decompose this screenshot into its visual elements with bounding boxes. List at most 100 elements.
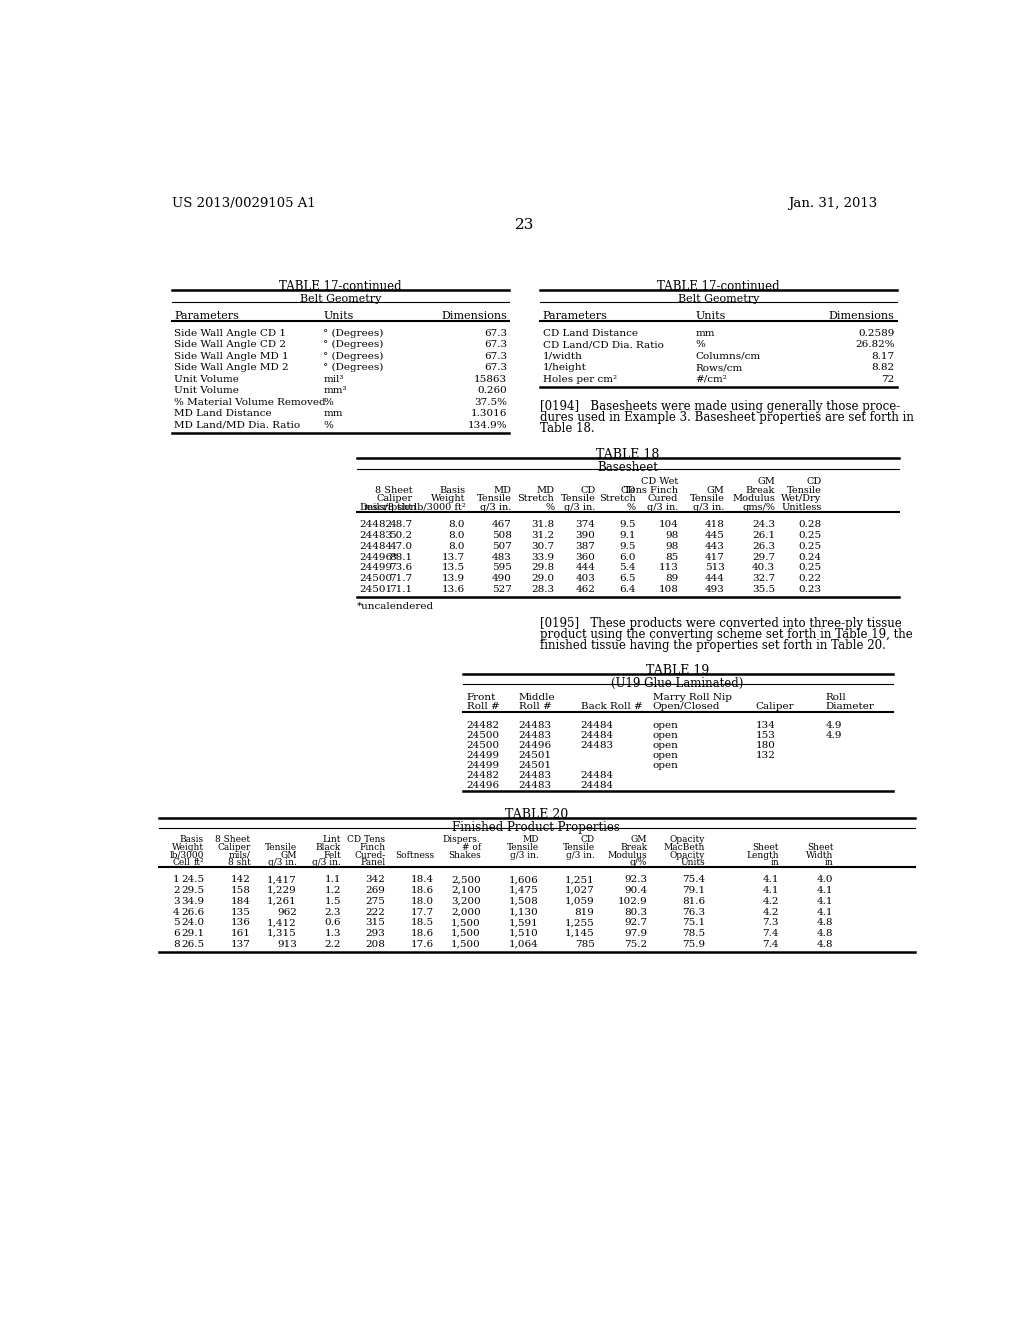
Text: Side Wall Angle MD 1: Side Wall Angle MD 1 bbox=[174, 351, 289, 360]
Text: 108: 108 bbox=[658, 585, 678, 594]
Text: 9.1: 9.1 bbox=[620, 531, 636, 540]
Text: 32.7: 32.7 bbox=[752, 574, 775, 583]
Text: Modulus: Modulus bbox=[607, 850, 647, 859]
Text: Basis: Basis bbox=[180, 836, 204, 845]
Text: 28.3: 28.3 bbox=[531, 585, 554, 594]
Text: 417: 417 bbox=[705, 553, 725, 561]
Text: 24496: 24496 bbox=[467, 780, 500, 789]
Text: dures used in Example 3. Basesheet properties are set forth in: dures used in Example 3. Basesheet prope… bbox=[541, 411, 914, 424]
Text: Columns/cm: Columns/cm bbox=[695, 351, 761, 360]
Text: 153: 153 bbox=[756, 730, 775, 739]
Text: 1,130: 1,130 bbox=[509, 908, 539, 916]
Text: 4.9: 4.9 bbox=[825, 721, 842, 730]
Text: 342: 342 bbox=[366, 875, 385, 884]
Text: ° (Degrees): ° (Degrees) bbox=[324, 329, 384, 338]
Text: 507: 507 bbox=[492, 543, 512, 550]
Text: 4.0: 4.0 bbox=[817, 875, 834, 884]
Text: 18.5: 18.5 bbox=[411, 919, 434, 928]
Text: in: in bbox=[770, 858, 779, 867]
Text: 7.3: 7.3 bbox=[763, 919, 779, 928]
Text: 595: 595 bbox=[492, 564, 512, 573]
Text: 3,200: 3,200 bbox=[451, 896, 480, 906]
Text: 493: 493 bbox=[705, 585, 725, 594]
Text: open: open bbox=[652, 730, 679, 739]
Text: 4.1: 4.1 bbox=[763, 875, 779, 884]
Text: 113: 113 bbox=[658, 564, 678, 573]
Text: Basesheet: Basesheet bbox=[597, 461, 658, 474]
Text: lb/3000 ft²: lb/3000 ft² bbox=[414, 503, 465, 512]
Text: 2.3: 2.3 bbox=[325, 908, 341, 916]
Text: Panel: Panel bbox=[360, 858, 385, 867]
Text: Tensile: Tensile bbox=[507, 843, 539, 851]
Text: Weight: Weight bbox=[431, 494, 465, 503]
Text: 0.24: 0.24 bbox=[799, 553, 821, 561]
Text: 75.4: 75.4 bbox=[682, 875, 706, 884]
Text: Tensile: Tensile bbox=[477, 494, 512, 503]
Text: Sheet: Sheet bbox=[807, 843, 834, 851]
Text: Opacity: Opacity bbox=[670, 836, 706, 845]
Text: 9.5: 9.5 bbox=[620, 520, 636, 529]
Text: 24499: 24499 bbox=[359, 564, 392, 573]
Text: 1,412: 1,412 bbox=[267, 919, 297, 928]
Text: 102.9: 102.9 bbox=[617, 896, 647, 906]
Text: 24500: 24500 bbox=[467, 730, 500, 739]
Text: 1,606: 1,606 bbox=[509, 875, 539, 884]
Text: % Material Volume Removed: % Material Volume Removed bbox=[174, 397, 326, 407]
Text: Front: Front bbox=[467, 693, 496, 702]
Text: 71.1: 71.1 bbox=[389, 585, 413, 594]
Text: 403: 403 bbox=[575, 574, 595, 583]
Text: 0.28: 0.28 bbox=[799, 520, 821, 529]
Text: 40.3: 40.3 bbox=[752, 564, 775, 573]
Text: 374: 374 bbox=[575, 520, 595, 529]
Text: ft²: ft² bbox=[194, 858, 204, 867]
Text: 819: 819 bbox=[574, 908, 595, 916]
Text: 4.8: 4.8 bbox=[817, 940, 834, 949]
Text: 4.8: 4.8 bbox=[817, 919, 834, 928]
Text: 1,255: 1,255 bbox=[565, 919, 595, 928]
Text: 24483: 24483 bbox=[359, 531, 392, 540]
Text: 137: 137 bbox=[230, 940, 251, 949]
Text: 4.1: 4.1 bbox=[763, 886, 779, 895]
Text: Jan. 31, 2013: Jan. 31, 2013 bbox=[788, 197, 878, 210]
Text: Diameter: Diameter bbox=[825, 702, 874, 711]
Text: 18.0: 18.0 bbox=[411, 896, 434, 906]
Text: Roll #: Roll # bbox=[518, 702, 551, 711]
Text: 67.3: 67.3 bbox=[484, 329, 507, 338]
Text: 443: 443 bbox=[705, 543, 725, 550]
Text: 180: 180 bbox=[756, 741, 775, 750]
Text: 37.5%: 37.5% bbox=[474, 397, 507, 407]
Text: Shakes: Shakes bbox=[447, 850, 480, 859]
Text: 467: 467 bbox=[492, 520, 512, 529]
Text: 29.8: 29.8 bbox=[531, 564, 554, 573]
Text: Weight: Weight bbox=[172, 843, 204, 851]
Text: 24482: 24482 bbox=[467, 771, 500, 780]
Text: GM: GM bbox=[758, 478, 775, 486]
Text: 8 sht: 8 sht bbox=[227, 858, 251, 867]
Text: 89: 89 bbox=[665, 574, 678, 583]
Text: 208: 208 bbox=[366, 940, 385, 949]
Text: 24484: 24484 bbox=[581, 721, 613, 730]
Text: gms/%: gms/% bbox=[742, 503, 775, 512]
Text: TABLE 18: TABLE 18 bbox=[596, 447, 659, 461]
Text: *uncalendered: *uncalendered bbox=[356, 602, 434, 611]
Text: 0.260: 0.260 bbox=[477, 387, 507, 395]
Text: 13.6: 13.6 bbox=[442, 585, 465, 594]
Text: TABLE 17-continued: TABLE 17-continued bbox=[279, 280, 401, 293]
Text: Side Wall Angle MD 2: Side Wall Angle MD 2 bbox=[174, 363, 289, 372]
Text: CD: CD bbox=[621, 486, 636, 495]
Text: 50.2: 50.2 bbox=[389, 531, 413, 540]
Text: open: open bbox=[652, 741, 679, 750]
Text: in: in bbox=[824, 858, 834, 867]
Text: 0.23: 0.23 bbox=[799, 585, 821, 594]
Text: Stretch: Stretch bbox=[599, 494, 636, 503]
Text: Caliper: Caliper bbox=[756, 702, 795, 711]
Text: Softness: Softness bbox=[395, 850, 434, 859]
Text: g/%: g/% bbox=[630, 858, 647, 867]
Text: Description: Description bbox=[359, 503, 417, 512]
Text: [0194]   Basesheets were made using generally those proce-: [0194] Basesheets were made using genera… bbox=[541, 400, 900, 413]
Text: 0.25: 0.25 bbox=[799, 543, 821, 550]
Text: 1,500: 1,500 bbox=[451, 919, 480, 928]
Text: 4.8: 4.8 bbox=[817, 929, 834, 939]
Text: Tensile: Tensile bbox=[786, 486, 821, 495]
Text: # of: # of bbox=[462, 843, 480, 851]
